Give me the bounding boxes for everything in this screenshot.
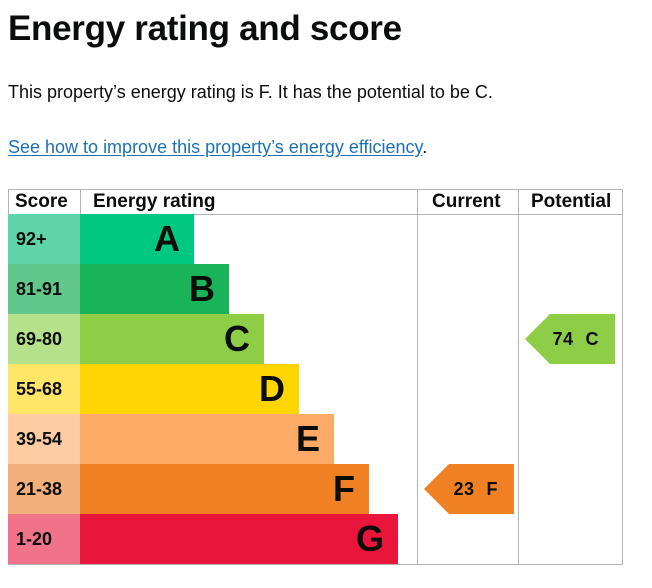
score-cell-e: 39-54 bbox=[8, 414, 80, 464]
band-bar-e: E bbox=[80, 414, 334, 464]
header-potential: Potential bbox=[531, 191, 612, 212]
current-rating-arrow-score: 23 bbox=[453, 478, 475, 499]
grid-bottom-border bbox=[8, 564, 623, 565]
grid-top-border bbox=[8, 189, 623, 190]
band-bar-c: C bbox=[80, 314, 264, 364]
score-cell-g: 1-20 bbox=[8, 514, 80, 564]
band-bar-d: D bbox=[80, 364, 299, 414]
band-letter: G bbox=[355, 518, 384, 559]
potential-rating-arrow-score: 74 bbox=[552, 328, 574, 349]
score-cell-b: 81-91 bbox=[8, 264, 80, 314]
improve-link-paragraph: See how to improve this property’s energ… bbox=[8, 136, 427, 158]
rating-summary: This property’s energy rating is F. It h… bbox=[8, 82, 493, 102]
score-cell-d: 55-68 bbox=[8, 364, 80, 414]
band-bar-g: G bbox=[80, 514, 398, 564]
grid-score-divider bbox=[80, 189, 81, 214]
header-current: Current bbox=[432, 191, 501, 212]
current-rating-arrow-band: F bbox=[486, 478, 498, 499]
score-cell-c: 69-80 bbox=[8, 314, 80, 364]
band-letter: C bbox=[224, 318, 250, 359]
grid-potential-divider bbox=[518, 189, 519, 565]
band-letter: E bbox=[295, 418, 320, 459]
grid-current-divider bbox=[417, 189, 418, 565]
band-letter: D bbox=[259, 368, 285, 409]
improve-efficiency-link[interactable]: See how to improve this property’s energ… bbox=[8, 137, 423, 157]
energy-rating-graph: Score Energy rating Current Potential 92… bbox=[8, 189, 623, 565]
page-title: Energy rating and score bbox=[8, 9, 402, 48]
improve-link-period: . bbox=[422, 137, 428, 157]
band-bar-f: F bbox=[80, 464, 369, 514]
band-bar-b: B bbox=[80, 264, 229, 314]
grid-header-divider bbox=[8, 214, 623, 215]
header-energy-rating: Energy rating bbox=[93, 191, 216, 212]
band-letter: A bbox=[154, 218, 180, 259]
score-cell-a: 92+ bbox=[8, 214, 80, 264]
current-rating-arrow: 23 F bbox=[424, 464, 514, 514]
potential-rating-arrow-band: C bbox=[585, 328, 599, 349]
score-cell-f: 21-38 bbox=[8, 464, 80, 514]
band-letter: B bbox=[189, 268, 215, 309]
band-letter: F bbox=[333, 468, 355, 509]
potential-rating-arrow: 74 C bbox=[525, 314, 615, 364]
header-score: Score bbox=[15, 191, 68, 212]
band-bar-a: A bbox=[80, 214, 194, 264]
grid-right-border bbox=[622, 189, 623, 565]
